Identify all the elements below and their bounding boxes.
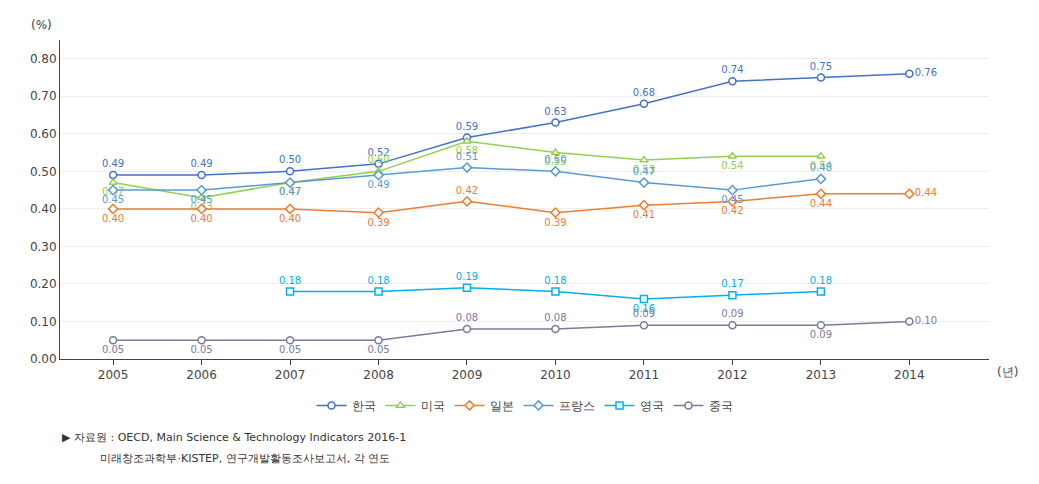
svg-text:0.59: 0.59 <box>456 121 478 132</box>
svg-text:영국: 영국 <box>640 399 664 413</box>
svg-text:중국: 중국 <box>709 399 733 413</box>
svg-text:0.60: 0.60 <box>30 127 57 141</box>
svg-text:0.45: 0.45 <box>190 194 212 205</box>
svg-text:0.54: 0.54 <box>810 160 832 171</box>
svg-text:0.09: 0.09 <box>633 308 655 319</box>
svg-text:0.76: 0.76 <box>915 67 937 78</box>
svg-text:(년): (년) <box>997 365 1018 379</box>
svg-text:▶ 자료원 : OECD, Main Science & T: ▶ 자료원 : OECD, Main Science & Technology … <box>62 431 406 444</box>
svg-text:(%): (%) <box>31 18 52 32</box>
svg-text:한국: 한국 <box>352 399 376 413</box>
svg-text:0.54: 0.54 <box>721 160 743 171</box>
svg-text:0.05: 0.05 <box>102 344 124 355</box>
svg-text:0.47: 0.47 <box>279 186 301 197</box>
svg-text:0.44: 0.44 <box>915 187 937 198</box>
svg-text:0.39: 0.39 <box>544 217 566 228</box>
svg-text:0.44: 0.44 <box>810 198 832 209</box>
svg-text:2014: 2014 <box>894 368 925 382</box>
svg-text:일본: 일본 <box>490 399 514 413</box>
svg-text:0.40: 0.40 <box>30 202 57 216</box>
svg-text:0.49: 0.49 <box>102 158 124 169</box>
svg-text:0.08: 0.08 <box>456 312 478 323</box>
svg-text:0.50: 0.50 <box>279 154 301 165</box>
svg-text:0.74: 0.74 <box>721 64 743 75</box>
svg-text:2007: 2007 <box>275 368 306 382</box>
svg-text:0.17: 0.17 <box>721 278 743 289</box>
svg-text:프랑스: 프랑스 <box>559 399 595 413</box>
svg-text:0.30: 0.30 <box>30 240 57 254</box>
svg-text:0.40: 0.40 <box>190 213 212 224</box>
svg-text:0.19: 0.19 <box>456 271 478 282</box>
svg-text:미국: 미국 <box>421 399 445 413</box>
svg-text:0.48: 0.48 <box>810 162 832 173</box>
svg-text:2012: 2012 <box>717 368 748 382</box>
svg-text:0.70: 0.70 <box>30 89 57 103</box>
svg-text:0.43: 0.43 <box>190 201 212 212</box>
svg-text:2011: 2011 <box>629 368 660 382</box>
svg-text:0.45: 0.45 <box>102 194 124 205</box>
svg-text:0.68: 0.68 <box>633 87 655 98</box>
svg-text:0.09: 0.09 <box>810 329 832 340</box>
svg-text:0.00: 0.00 <box>30 352 57 366</box>
svg-text:0.05: 0.05 <box>367 344 389 355</box>
svg-text:0.80: 0.80 <box>30 52 57 66</box>
svg-text:2009: 2009 <box>452 368 483 382</box>
svg-text:0.47: 0.47 <box>633 166 655 177</box>
svg-text:0.41: 0.41 <box>633 209 655 220</box>
svg-text:2005: 2005 <box>98 368 129 382</box>
svg-text:0.42: 0.42 <box>456 185 478 196</box>
svg-text:0.18: 0.18 <box>544 275 566 286</box>
svg-text:0.18: 0.18 <box>810 275 832 286</box>
svg-text:0.45: 0.45 <box>721 194 743 205</box>
svg-text:미래창조과학부·KISTEP, 연구개발활동조사보고서, 각: 미래창조과학부·KISTEP, 연구개발활동조사보고서, 각 연도 <box>62 452 390 465</box>
svg-text:0.09: 0.09 <box>721 308 743 319</box>
svg-text:0.39: 0.39 <box>367 217 389 228</box>
svg-text:0.40: 0.40 <box>102 213 124 224</box>
svg-text:0.49: 0.49 <box>367 179 389 190</box>
svg-text:2008: 2008 <box>363 368 394 382</box>
svg-text:0.50: 0.50 <box>544 154 566 165</box>
svg-text:0.18: 0.18 <box>367 275 389 286</box>
svg-text:0.20: 0.20 <box>30 277 57 291</box>
svg-text:2006: 2006 <box>186 368 217 382</box>
svg-text:0.63: 0.63 <box>544 106 566 117</box>
svg-text:0.52: 0.52 <box>367 147 389 158</box>
svg-text:0.50: 0.50 <box>30 165 57 179</box>
svg-text:0.16: 0.16 <box>633 303 655 314</box>
svg-text:0.47: 0.47 <box>102 186 124 197</box>
svg-text:0.40: 0.40 <box>279 213 301 224</box>
svg-text:0.18: 0.18 <box>279 275 301 286</box>
svg-text:2010: 2010 <box>540 368 571 382</box>
svg-text:0.08: 0.08 <box>544 312 566 323</box>
svg-text:0.42: 0.42 <box>721 205 743 216</box>
svg-text:0.75: 0.75 <box>810 61 832 72</box>
svg-text:0.53: 0.53 <box>633 164 655 175</box>
svg-text:0.47: 0.47 <box>279 186 301 197</box>
svg-text:0.55: 0.55 <box>544 156 566 167</box>
svg-text:0.58: 0.58 <box>456 145 478 156</box>
svg-text:0.05: 0.05 <box>190 344 212 355</box>
svg-text:0.51: 0.51 <box>456 151 478 162</box>
svg-text:0.05: 0.05 <box>279 344 301 355</box>
svg-text:0.49: 0.49 <box>190 158 212 169</box>
svg-text:0.10: 0.10 <box>30 315 57 329</box>
svg-text:0.10: 0.10 <box>915 315 937 326</box>
svg-text:2013: 2013 <box>806 368 837 382</box>
svg-text:0.50: 0.50 <box>367 154 389 165</box>
